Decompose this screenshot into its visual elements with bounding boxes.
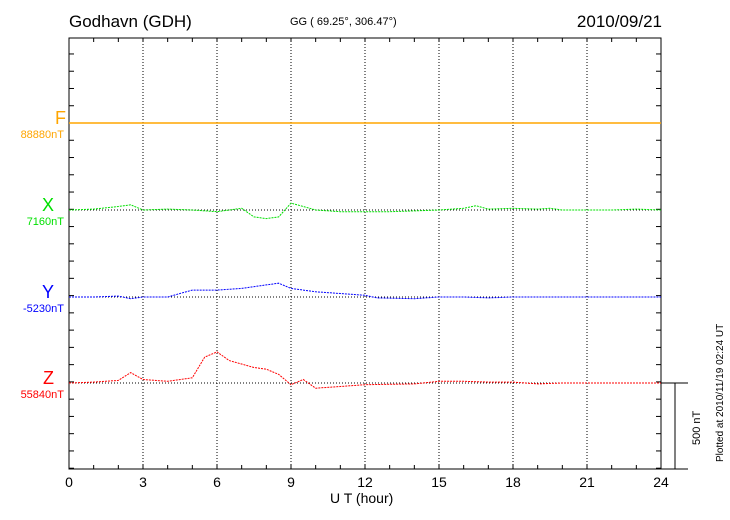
- x-tick-label: 0: [65, 474, 73, 490]
- x-tick-label: 21: [579, 474, 595, 490]
- component-label-f: F: [55, 108, 66, 128]
- x-tick-label: 24: [653, 474, 669, 490]
- station-title: Godhavn (GDH): [69, 12, 192, 31]
- plotted-timestamp: Plotted at 2010/11/19 02:24 UT: [715, 323, 726, 462]
- scale-bar-label: 500 nT: [691, 410, 703, 445]
- baseline-label-f: 88880nT: [20, 129, 64, 141]
- x-tick-label: 18: [505, 474, 521, 490]
- baseline-label-y: -5230nT: [23, 303, 64, 315]
- component-label-x: X: [41, 195, 54, 215]
- series-line-x: [68, 202, 662, 220]
- station-coordinates: GG ( 69.25°, 306.47°): [290, 16, 397, 28]
- component-label-y: Y: [41, 282, 54, 302]
- x-tick-label: 3: [139, 474, 147, 490]
- x-axis-label: U T (hour): [330, 490, 394, 506]
- baseline-label-z: 55840nT: [20, 389, 64, 401]
- baseline-label-x: 7160nT: [26, 216, 64, 228]
- x-tick-label: 12: [357, 474, 373, 490]
- x-tick-label: 6: [213, 474, 221, 490]
- series-line-y: [69, 282, 661, 300]
- x-tick-label: 9: [287, 474, 295, 490]
- component-label-z: Z: [43, 368, 54, 388]
- x-tick-label: 15: [431, 474, 447, 490]
- series-line-z: [68, 351, 661, 389]
- plot-date: 2010/09/21: [576, 12, 662, 31]
